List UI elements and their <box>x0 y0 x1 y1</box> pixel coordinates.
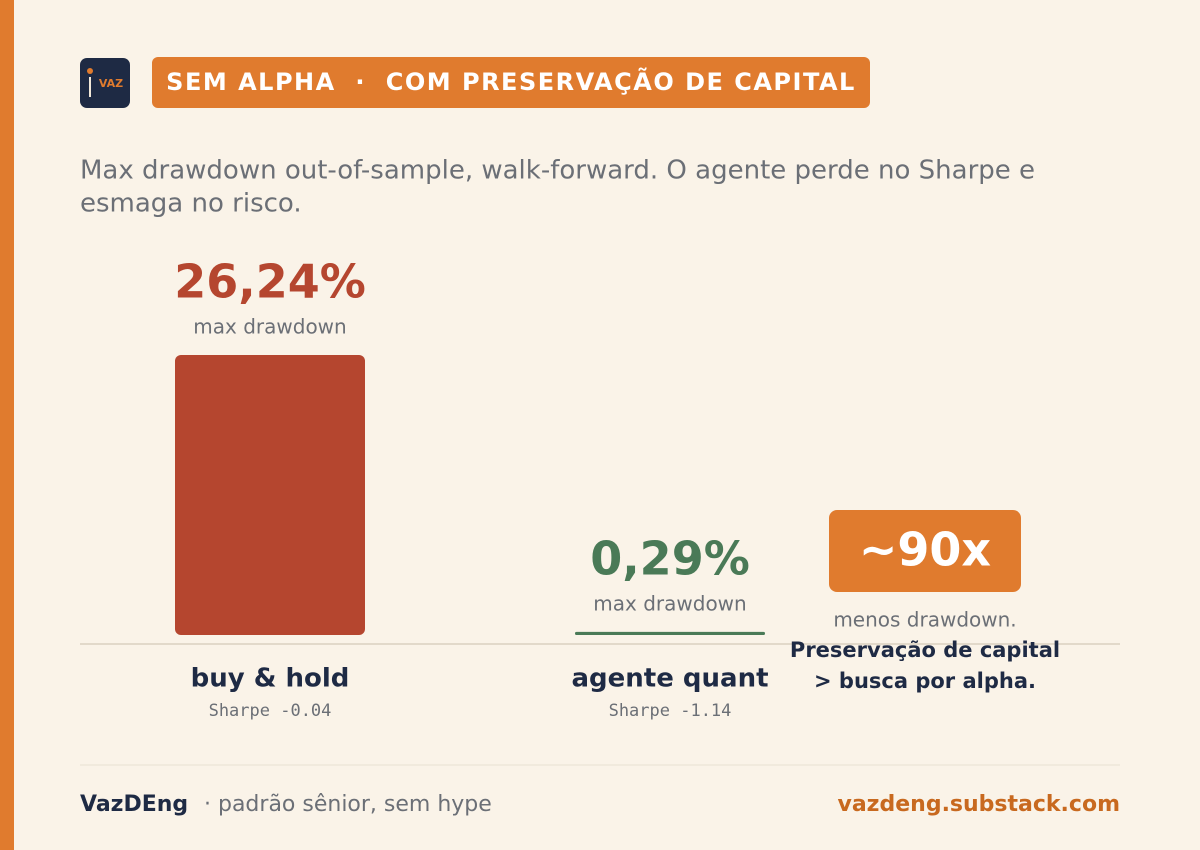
footer-name: VazDEng <box>80 792 188 817</box>
badge <box>152 57 870 108</box>
callout-text: Preservação de capital <box>790 638 1060 662</box>
side-stripe <box>0 0 14 850</box>
callout-text: > busca por alpha. <box>814 669 1036 693</box>
category-label: buy & hold <box>191 664 350 694</box>
badge-text: SEM ALPHA · COM PRESERVAÇÃO DE CAPITAL <box>166 67 856 96</box>
bar <box>575 631 765 635</box>
value-caption: max drawdown <box>193 315 346 339</box>
category-note: Sharpe -0.04 <box>209 701 332 721</box>
logo-text: VAZ <box>99 77 123 90</box>
value-caption: max drawdown <box>593 591 746 615</box>
callout-box <box>829 510 1021 592</box>
value-label: 26,24% <box>174 255 366 309</box>
category-label: agente quant <box>571 664 768 694</box>
footer-tagline: · padrão sênior, sem hype <box>204 792 492 817</box>
callout-text: menos drawdown. <box>833 608 1016 632</box>
bar <box>175 355 365 635</box>
category-note: Sharpe -1.14 <box>609 701 732 721</box>
subtitle: Max drawdown out-of-sample, walk-forward… <box>80 156 1035 186</box>
logo-dot <box>87 68 93 74</box>
footer-url: vazdeng.substack.com <box>838 792 1121 817</box>
callout-value: ~90x <box>859 523 991 577</box>
value-label: 0,29% <box>590 531 750 585</box>
subtitle: esmaga no risco. <box>80 189 302 219</box>
